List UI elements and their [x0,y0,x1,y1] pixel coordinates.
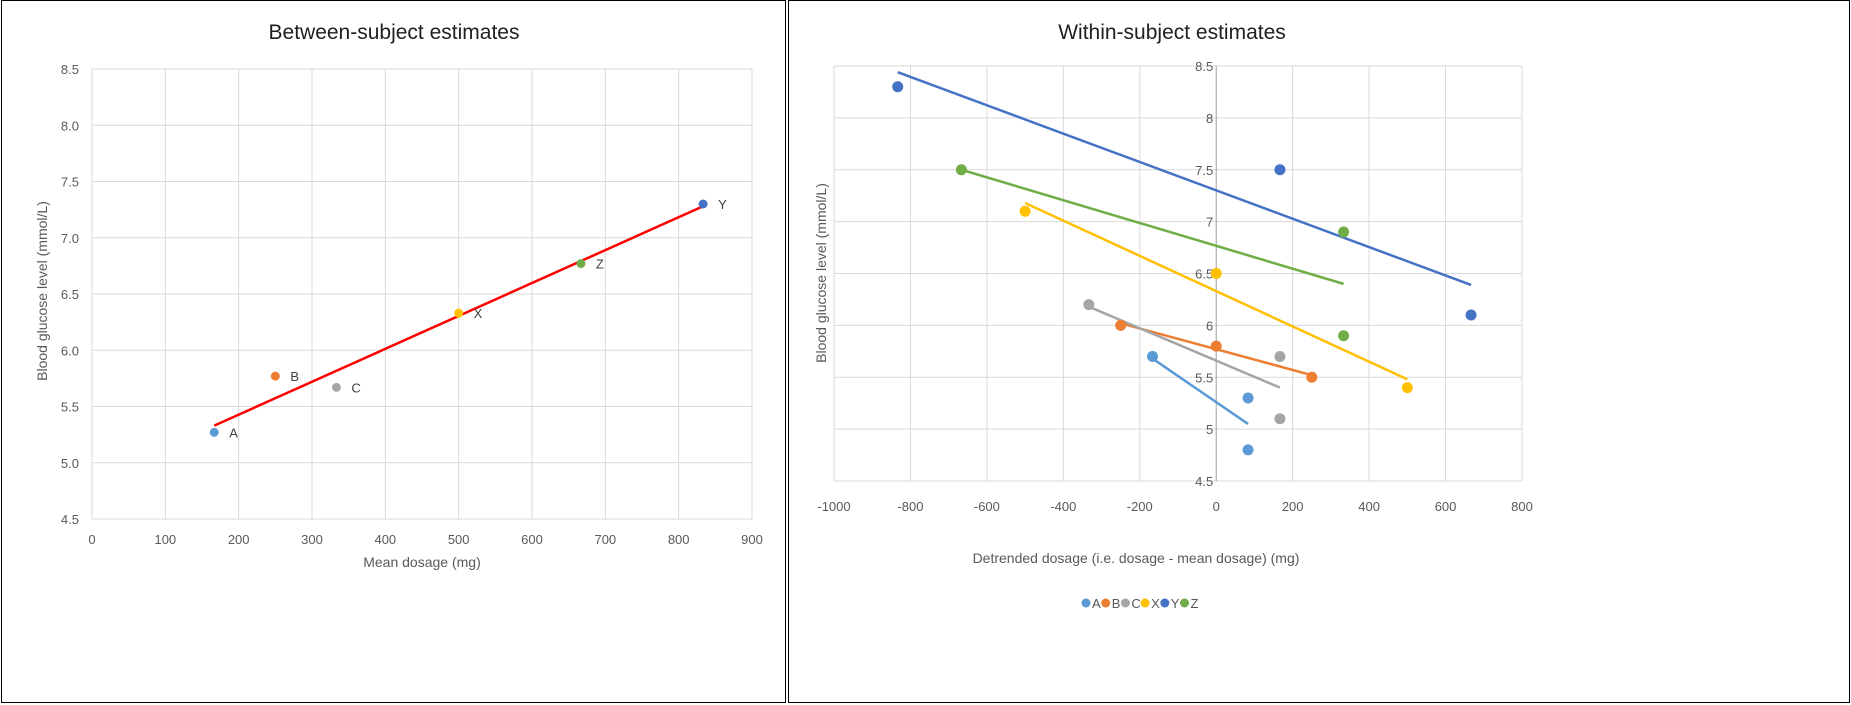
data-point-a [209,427,219,437]
trendline-a [1151,357,1249,425]
legend-label-y: Y [1171,596,1180,611]
y-tick-label: 8.5 [1195,59,1213,74]
plot-area: -1000 -800 -600 -400 -200 0 200 400 600 800 4.5 5 5.… [817,59,1532,514]
x-tick-label: 100 [154,532,176,547]
x-tick-label: 200 [1282,499,1304,514]
legend-marker-z [1180,598,1189,608]
y-tick-label: 7.5 [1195,163,1213,178]
data-point-b [1115,319,1127,331]
trendline-c [1088,305,1281,389]
legend-label-x: X [1151,596,1160,611]
y-tick-label: 6.0 [61,343,79,358]
y-tick-label: 5.5 [1195,370,1213,385]
y-tick-label: 5.0 [61,456,79,471]
x-tick-label: 400 [1358,499,1380,514]
y-tick-label: 5.5 [61,400,79,415]
data-point-c [1083,299,1095,311]
legend-marker-a [1081,598,1091,608]
data-label-c: C [351,380,360,395]
legend-label-c: C [1131,596,1140,611]
x-tick-label: -1000 [817,499,850,514]
data-point-x [1401,382,1413,394]
x-tick-label: -600 [974,499,1000,514]
x-tick-label: 800 [668,532,690,547]
data-label-z: Z [596,257,604,272]
within-subject-chart: Within-subject estimates Detrended dosag… [813,21,1533,611]
data-point-y [1465,309,1477,321]
data-point-z [576,259,586,269]
within-subject-chart-panel: Within-subject estimates Detrended dosag… [788,0,1850,703]
y-tick-label: 8 [1206,111,1213,126]
data-label-x: X [474,306,483,321]
x-tick-label: 200 [228,532,250,547]
data-point-b [1210,340,1222,352]
trendline-y [897,71,1472,287]
y-axis-label: Blood glucose level (mmol/L) [34,201,50,381]
x-tick-label: 800 [1511,499,1533,514]
legend-label-b: B [1112,596,1121,611]
y-tick-label: 4.5 [61,512,79,527]
plot-area: 0 100 200 300 400 500 600 700 800 900 4.5 5.0 5.5 6.0… [61,62,763,547]
data-point-c [331,382,341,392]
y-tick-label: 6.5 [61,287,79,302]
data-point-c [1274,413,1286,425]
x-tick-label: 300 [301,532,323,547]
data-point-a [1242,392,1254,404]
x-tick-label: 700 [594,532,616,547]
y-tick-label: 7 [1206,215,1213,230]
data-point-z [955,164,967,176]
x-tick-label: 500 [448,532,470,547]
y-tick-label: 6 [1206,318,1213,333]
legend-label-a: A [1092,596,1101,611]
legend-marker-b [1101,598,1111,608]
x-tick-label: 900 [741,532,763,547]
data-point-x [454,308,464,318]
trendline-x [1024,201,1408,381]
data-point-x [1210,268,1222,279]
x-axis-label: Mean dosage (mg) [363,554,481,570]
legend-marker-y [1160,598,1170,608]
legend-marker-c [1120,598,1130,608]
y-tick-label: 7.0 [61,231,79,246]
x-tick-label: -400 [1050,499,1076,514]
data-point-z [1338,330,1350,342]
between-subject-chart-panel: Between-subject estimates Mean dosage (m… [1,0,786,703]
chart-title: Within-subject estimates [1058,21,1286,44]
data-point-z [1338,226,1350,238]
data-point-y [698,199,708,209]
data-point-a [1242,444,1254,456]
data-label-a: A [229,425,238,440]
y-tick-label: 8.5 [61,62,79,77]
x-tick-label: 600 [1435,499,1457,514]
x-axis-label: Detrended dosage (i.e. dosage - mean dos… [973,550,1300,566]
data-label-b: B [290,369,299,384]
chart-title: Between-subject estimates [269,21,520,44]
y-tick-label: 6.5 [1195,267,1213,282]
data-point-y [1274,164,1286,176]
data-point-y [892,81,904,93]
x-tick-label: 0 [88,532,95,547]
legend-marker-x [1140,598,1150,608]
y-tick-label: 8.0 [61,118,79,133]
y-tick-label: 5 [1206,422,1213,437]
x-tick-label: -200 [1127,499,1153,514]
y-tick-label: 4.5 [1195,474,1213,489]
data-point-a [1147,351,1159,362]
y-tick-label: 7.5 [61,175,79,190]
data-point-c [1274,351,1286,362]
data-point-b [270,371,280,381]
trendline-z [961,168,1344,286]
x-tick-label: 0 [1213,499,1220,514]
x-tick-label: 400 [374,532,396,547]
data-point-b [1306,371,1318,383]
data-label-y: Y [718,197,727,212]
x-tick-label: -800 [897,499,923,514]
legend-label-z: Z [1191,596,1199,611]
data-point-x [1019,205,1031,217]
x-tick-label: 600 [521,532,543,547]
y-axis-label: Blood glucose level (mmol/L) [813,183,829,363]
between-subject-chart: Between-subject estimates Mean dosage (m… [34,21,763,570]
